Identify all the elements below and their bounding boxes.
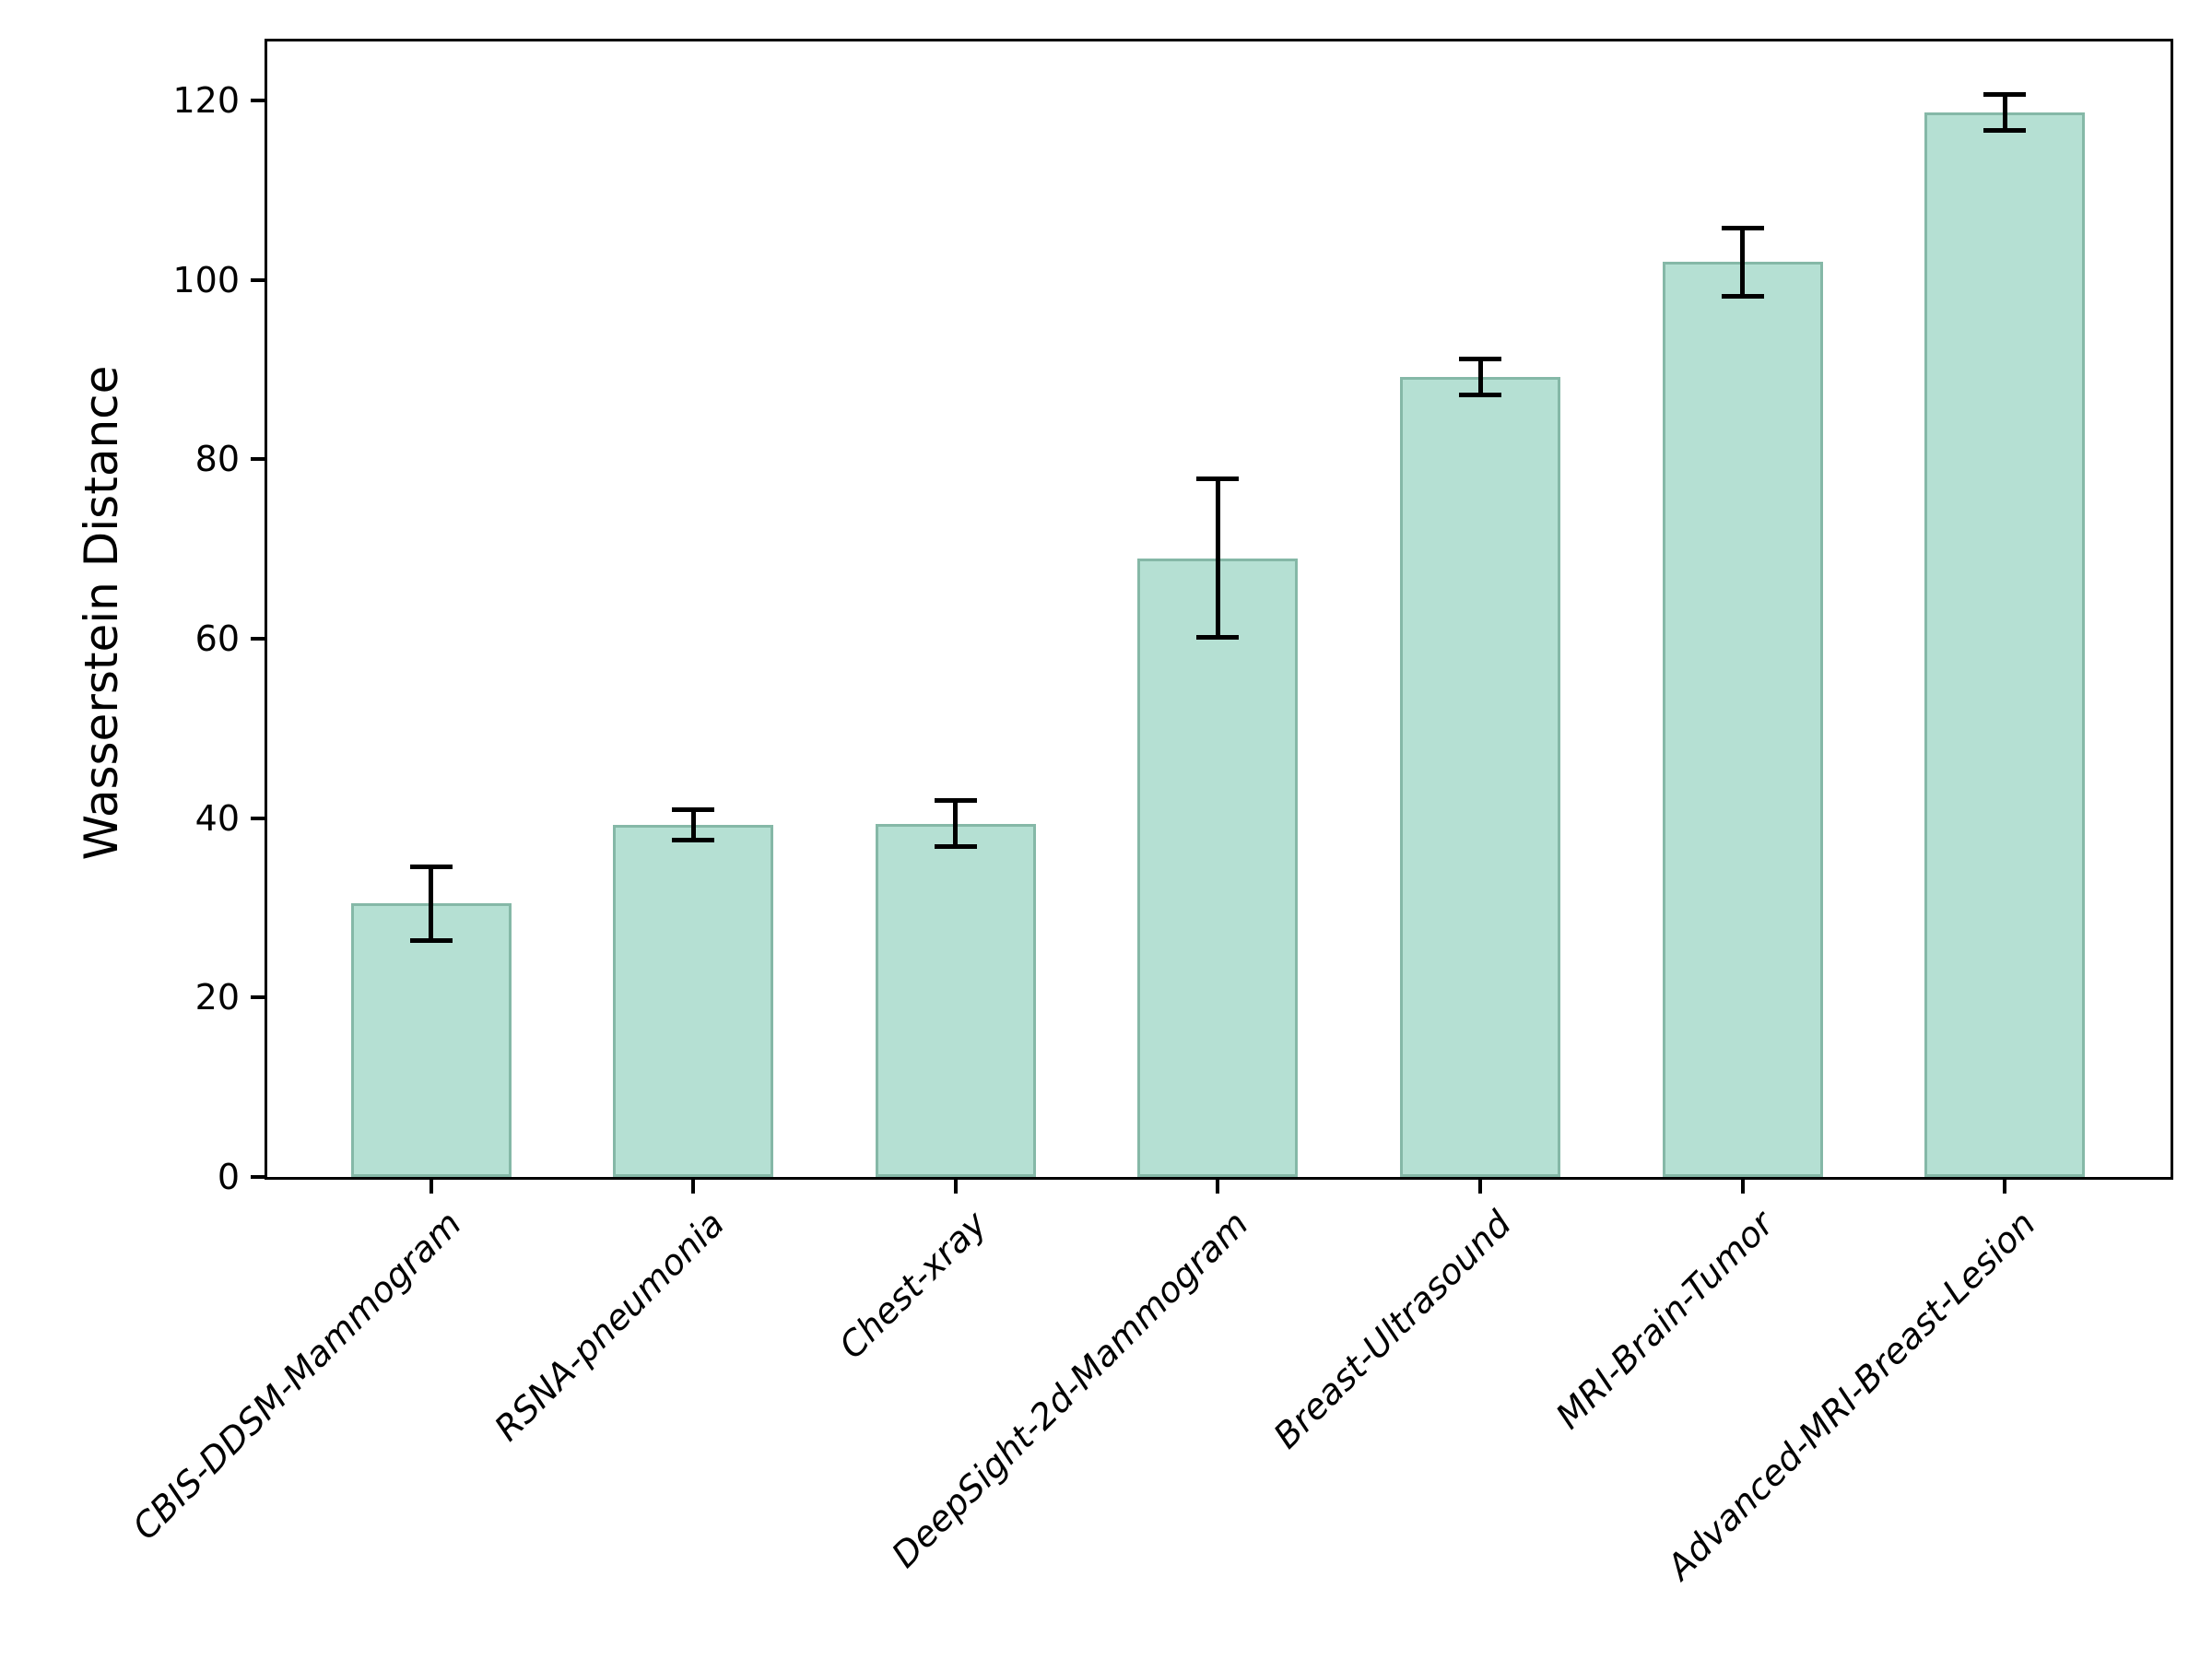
- y-tick-label: 120: [172, 80, 240, 122]
- y-tick-label: 80: [194, 439, 240, 480]
- y-tick: [251, 637, 267, 641]
- y-tick: [251, 995, 267, 1000]
- error-bar-line: [429, 866, 433, 941]
- bar: [1400, 376, 1561, 1177]
- error-bar-cap-bottom: [672, 837, 715, 842]
- bar: [613, 824, 774, 1177]
- x-tick: [691, 1177, 696, 1194]
- error-bar-cap-top: [1983, 91, 2027, 97]
- x-tick: [1740, 1177, 1745, 1194]
- bar: [1924, 112, 2086, 1177]
- bar: [1137, 558, 1299, 1177]
- error-bar-cap-top: [1459, 356, 1502, 361]
- bar: [1662, 262, 1823, 1177]
- x-tick: [1478, 1177, 1483, 1194]
- y-tick: [251, 1175, 267, 1179]
- error-bar-line: [1215, 478, 1220, 638]
- x-tick: [2003, 1177, 2007, 1194]
- x-tick: [953, 1177, 958, 1194]
- y-tick: [251, 816, 267, 820]
- x-tick-label: Chest-xray: [830, 1203, 994, 1367]
- x-tick-label: CBIS-DDSM-Mammogram: [124, 1203, 470, 1548]
- error-bar-line: [690, 809, 696, 841]
- error-bar-cap-top: [672, 806, 715, 812]
- error-bar-line: [2002, 94, 2007, 131]
- error-bar-cap-top: [1196, 477, 1240, 482]
- x-tick: [429, 1177, 433, 1194]
- bar: [350, 903, 512, 1177]
- error-bar-cap-top: [409, 864, 453, 869]
- y-tick: [251, 99, 267, 103]
- bar: [875, 823, 1036, 1177]
- x-tick: [1216, 1177, 1220, 1194]
- error-bar-cap-bottom: [1459, 392, 1502, 397]
- error-bar-cap-bottom: [934, 844, 977, 850]
- error-bar-cap-top: [1721, 225, 1764, 230]
- error-bar-cap-bottom: [1983, 127, 2027, 133]
- error-bar-line: [953, 800, 959, 847]
- error-bar-cap-top: [934, 797, 977, 803]
- y-tick-label: 40: [194, 797, 240, 839]
- y-tick: [251, 457, 267, 462]
- x-tick-label: Breast-Ultrasound: [1265, 1203, 1519, 1457]
- error-bar-cap-bottom: [1721, 293, 1764, 299]
- y-tick: [251, 277, 267, 282]
- y-tick-label: 0: [217, 1157, 240, 1197]
- y-tick-label: 20: [194, 977, 240, 1018]
- error-bar-cap-bottom: [409, 937, 453, 943]
- error-bar-line: [1740, 228, 1746, 297]
- x-tick-label: MRI-Brain-Tumor: [1547, 1203, 1782, 1437]
- error-bar-cap-bottom: [1196, 634, 1240, 640]
- x-tick-label: RSNA-pneumonia: [486, 1203, 732, 1449]
- error-bar-line: [1477, 359, 1483, 395]
- y-tick-label: 100: [172, 259, 240, 300]
- y-tick-label: 60: [194, 618, 240, 660]
